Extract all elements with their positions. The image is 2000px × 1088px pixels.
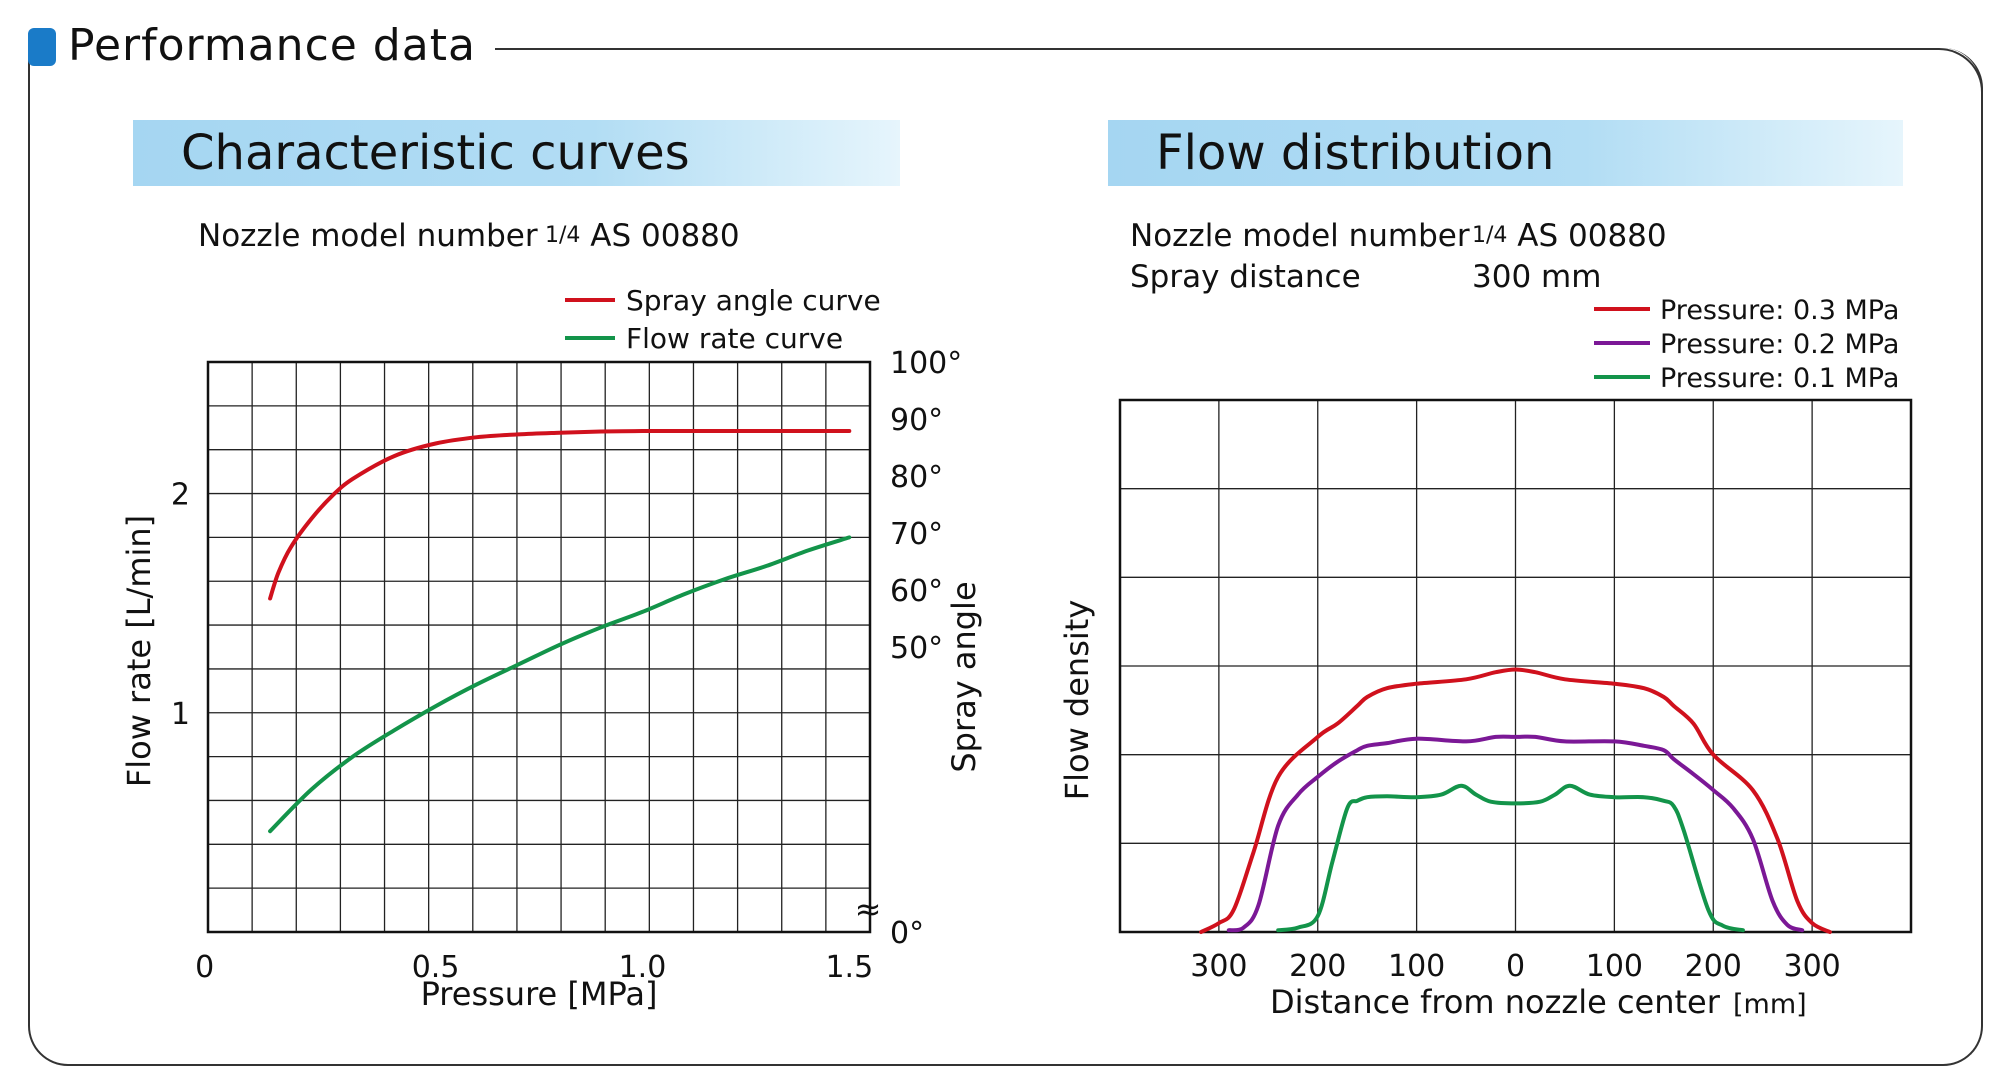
left-model-label: Nozzle model number (198, 218, 538, 254)
right-model-value: AS 00880 (1517, 218, 1667, 254)
flow-distribution-title: Flow distribution (1156, 125, 1555, 181)
chart1-y2-tick-label: 60° (890, 574, 943, 609)
section-title: Performance data (68, 20, 476, 71)
spray-distance-value: 300 mm (1472, 259, 1602, 295)
chart1-y2-tick-label: 70° (890, 517, 943, 552)
chart1-y2-tick-label: 50° (890, 631, 943, 666)
section-marker (28, 28, 56, 66)
characteristic-curves-band: Characteristic curves (133, 120, 900, 186)
chart2-x-tick-label: 300 (1190, 949, 1247, 984)
spray-distance-label: Spray distance (1130, 259, 1361, 295)
panel-frame (28, 48, 1983, 1066)
chart1-legend-label-2: Flow rate curve (626, 322, 843, 355)
chart1-y2-tick-label: 90° (890, 403, 943, 438)
chart2-x-tick-label: 200 (1685, 949, 1742, 984)
chart1-y2-tick-label: 100° (890, 346, 962, 381)
chart1-x-tick-label: 1.0 (619, 950, 667, 985)
chart2-y-axis-label: Flow density (1058, 600, 1096, 801)
chart1-x-tick-label: 0.5 (412, 950, 460, 985)
chart2-x-tick-label: 200 (1289, 949, 1346, 984)
chart1-axis-break-mark: ≈ (855, 890, 882, 928)
chart1-x-tick-label: 0 (195, 950, 214, 985)
chart2-series-line-3 (1276, 783, 1745, 933)
chart2-x-axis-unit: [mm] (1733, 989, 1807, 1020)
flow-distribution-band: Flow distribution (1108, 120, 1903, 186)
chart2-x-tick-label: 100 (1388, 949, 1445, 984)
chart2-x-tick-label: 0 (1506, 949, 1525, 984)
chart1-y2-tick-label: 80° (890, 460, 943, 495)
chart1-x-axis-label: Pressure [MPa] (421, 975, 658, 1013)
chart2-series-line-1 (1199, 667, 1832, 934)
left-model-value: AS 00880 (590, 218, 740, 254)
right-model-fraction: 1/4 (1472, 223, 1508, 248)
chart2-plot-frame (1118, 398, 1913, 934)
chart1-y-tick-label: 2 (171, 478, 190, 513)
chart2-x-tick-label: 300 (1783, 949, 1840, 984)
chart1-series-line-1 (268, 428, 852, 601)
chart2-legend-label-2: Pressure: 0.2 MPa (1660, 329, 1899, 360)
chart2-legend-label-1: Pressure: 0.3 MPa (1660, 295, 1899, 326)
chart1-plot-frame (206, 360, 872, 934)
chart1-y-axis-label: Flow rate [L/min] (120, 515, 158, 787)
chart2-x-tick-label: 100 (1586, 949, 1643, 984)
right-model-number: 1/4 AS 00880 (1472, 218, 1667, 254)
right-model-label: Nozzle model number (1130, 218, 1470, 254)
chart1-y-tick-label: 1 (171, 697, 190, 732)
panel-frame-top (495, 48, 1935, 50)
chart1-legend-label-1: Spray angle curve (626, 284, 881, 317)
characteristic-curves-title: Characteristic curves (181, 125, 690, 181)
chart2-series-line-2 (1226, 734, 1805, 933)
chart1-series-line-2 (268, 535, 852, 834)
chart1-y2-axis-label: Spray angle (945, 581, 983, 772)
chart1-y2-tick-label: 0° (890, 916, 924, 951)
chart2-x-axis-label: Distance from nozzle center (1270, 983, 1721, 1021)
left-model-fraction: 1/4 (545, 223, 581, 248)
chart2-legend-label-3: Pressure: 0.1 MPa (1660, 363, 1899, 394)
chart1-x-tick-label: 1.5 (825, 950, 873, 985)
left-model-number: 1/4 AS 00880 (545, 218, 740, 254)
